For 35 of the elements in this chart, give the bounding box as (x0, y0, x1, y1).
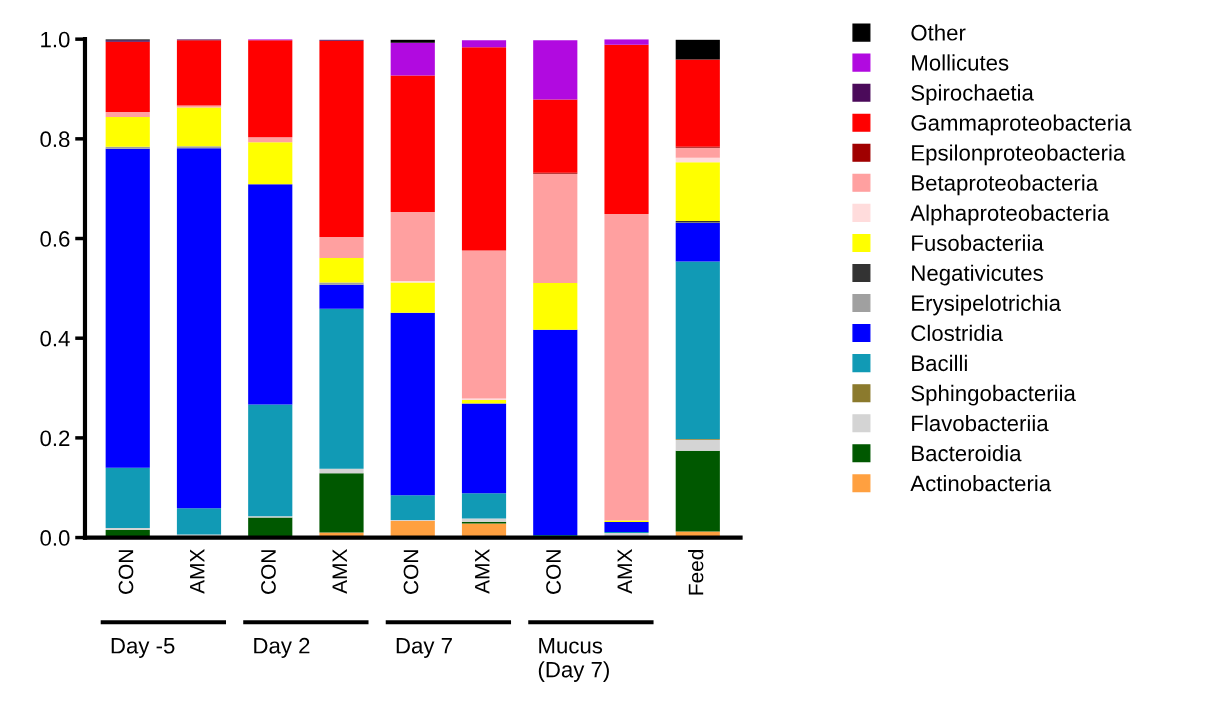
x-tick-label: CON (118, 550, 134, 594)
text: Day 7 (396, 638, 452, 658)
legend-label: Flavobacteriia (912, 414, 1049, 432)
legend-label: Actinobacteria (910, 475, 1052, 492)
legend-label: Betaproteobacteria (912, 174, 1099, 196)
legend-label: Bacteroidia (912, 444, 1022, 462)
x-tick-label: AMX (475, 549, 490, 594)
y-tick-label: 0.8 (40, 131, 70, 148)
x-tick-label: Feed (688, 550, 704, 595)
legend-label: Fusobacteriia (912, 234, 1044, 251)
legend-label: Erysipelotrichia (912, 294, 1061, 316)
y-tick-label: 0.0 (40, 530, 70, 546)
legend-label: Epsilonproteobacteria (912, 144, 1126, 166)
text: Day 2 (254, 637, 310, 658)
x-tick-label: AMX (190, 549, 205, 594)
legend-label: Alphaproteobacteria (910, 204, 1110, 226)
legend-label: Mollicutes (912, 54, 1009, 71)
text: Mucus (Day 7) (538, 638, 609, 682)
x-tick-label: AMX (332, 549, 347, 594)
x-tick-label: AMX (617, 549, 632, 594)
legend-label: Sphingobacteriia (911, 384, 1076, 406)
legend-label: Gammaproteobacteria (911, 114, 1132, 136)
y-tick-label: 0.2 (40, 430, 70, 447)
text: Day -5 (111, 638, 175, 658)
legend-label: Bacilli (912, 354, 967, 372)
x-tick-label: CON (403, 550, 419, 594)
legend-label: Other (911, 24, 966, 41)
y-tick-label: 1.0 (41, 31, 70, 48)
x-tick-label: CON (261, 550, 276, 594)
y-tick-label: 0.4 (40, 330, 70, 347)
legend-label: Spirochaetia (911, 84, 1034, 106)
legend-label: Clostridia (911, 324, 1003, 342)
x-tick-label: CON (546, 550, 561, 594)
y-tick-label: 0.6 (40, 231, 70, 247)
legend-label: Negativicutes (912, 264, 1043, 286)
